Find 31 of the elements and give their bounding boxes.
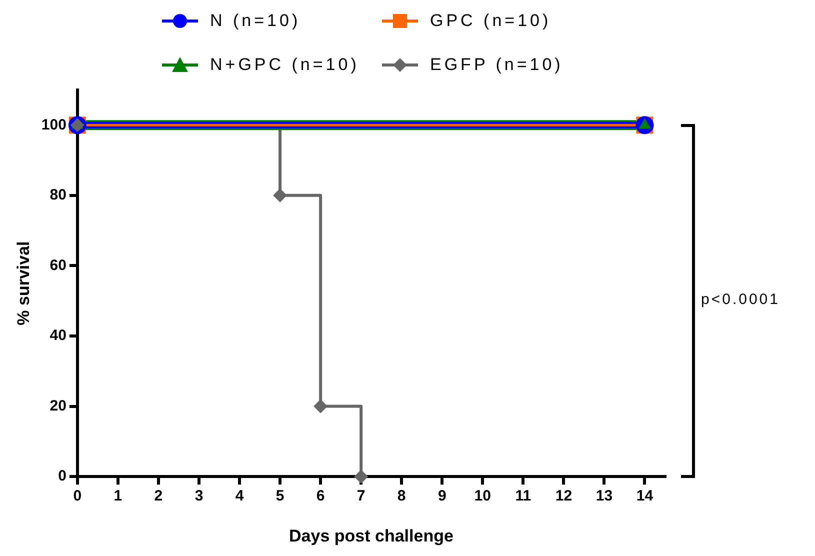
x-axis-title: Days post challenge (289, 526, 454, 546)
point (314, 399, 328, 414)
x-tick-label: 9 (438, 488, 446, 505)
x-tick-label: 4 (235, 488, 244, 505)
point (273, 188, 288, 202)
x-tick-label: 14 (636, 488, 654, 505)
legend-label: N+GPC (n=10) (210, 55, 360, 75)
x-tick-label: 10 (474, 488, 491, 505)
y-tick-label: 80 (50, 186, 66, 204)
y-axis-title: % survival (14, 241, 33, 326)
x-tick-label: 12 (555, 488, 572, 505)
x-tick-label: 5 (276, 488, 284, 505)
legend-label: N (n=10) (210, 11, 301, 31)
x-tick-label: 8 (397, 488, 406, 505)
x-tick-label: 13 (596, 488, 613, 505)
y-tick-label: 100 (41, 116, 66, 134)
y-tick-label: 40 (50, 327, 66, 344)
y-tick-label: 60 (50, 256, 66, 274)
legend-label: GPC (n=10) (430, 11, 552, 31)
text: p<0.0001 (701, 290, 780, 308)
point (354, 470, 368, 484)
x-tick-label: 11 (515, 488, 532, 505)
y-tick-label: 0 (58, 468, 66, 485)
x-tick-label: 7 (356, 488, 366, 505)
x-tick-label: 1 (114, 488, 122, 505)
y-tick-label: 20 (50, 397, 66, 414)
x-tick-label: 0 (73, 488, 82, 505)
x-tick-label: 2 (154, 488, 163, 505)
legend-label: EGFP (n=10) (430, 55, 564, 75)
x-tick-label: 6 (316, 488, 325, 505)
x-tick-label: 3 (194, 488, 204, 505)
